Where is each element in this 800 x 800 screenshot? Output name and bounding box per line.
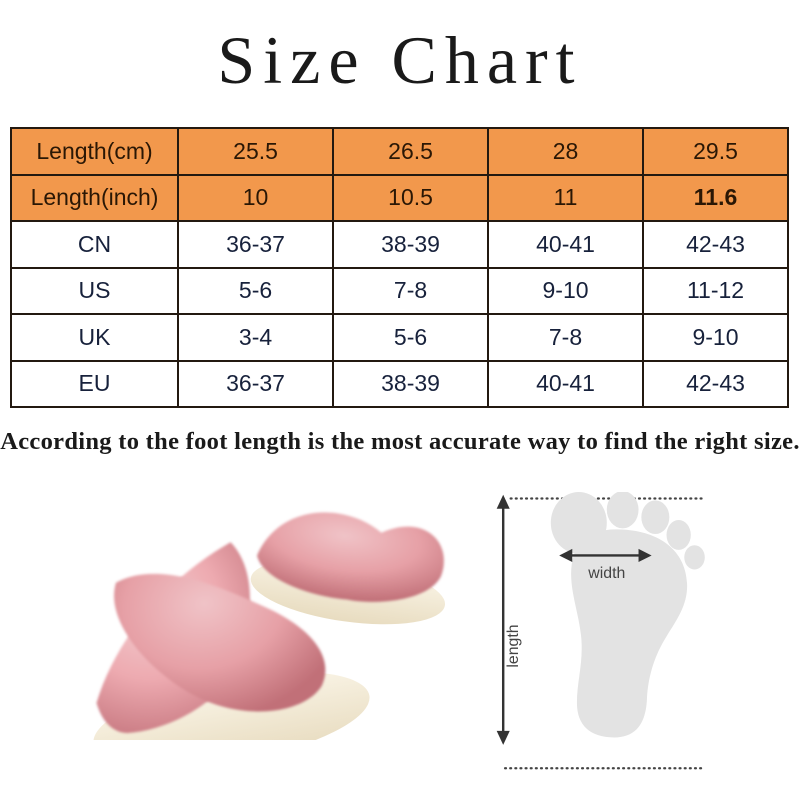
svg-text:width: width [587, 565, 625, 582]
svg-text:length: length [505, 624, 522, 667]
